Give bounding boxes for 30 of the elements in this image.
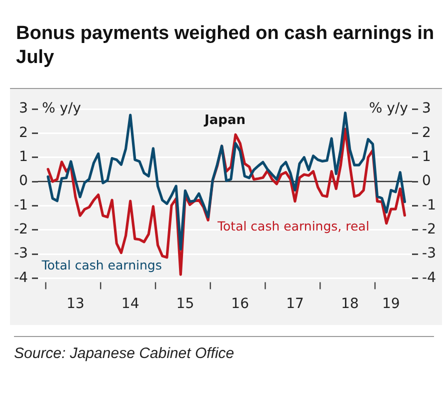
y-tick-label: -4 <box>14 270 28 286</box>
x-tick-label: 18 <box>340 296 359 312</box>
chart-title: Bonus payments weighed on cash earnings in July <box>16 22 436 70</box>
y2-tick-label: -4 <box>422 270 436 286</box>
y2-tick-label: 3 <box>422 100 431 117</box>
y-axis-title: % y/y <box>42 100 82 117</box>
y2-tick-label: 2 <box>422 124 431 141</box>
x-tick-label: 15 <box>176 296 194 312</box>
x-tick-label: 14 <box>121 296 140 312</box>
x-tick-label: 13 <box>66 296 84 312</box>
y2-tick-label: -3 <box>422 246 436 262</box>
annotation: Japan <box>204 113 246 128</box>
y2-axis-title: % y/y <box>368 100 408 117</box>
y-tick-label: 1 <box>19 148 28 165</box>
y2-tick-label: -2 <box>422 222 436 238</box>
y2-tick-label: 0 <box>422 173 431 190</box>
y-tick-label: -3 <box>14 246 28 262</box>
y-tick-label: 0 <box>19 173 28 190</box>
y2-tick-label: 1 <box>422 148 431 165</box>
x-tick-label: 19 <box>382 296 400 312</box>
series-label: Total cash earnings, real <box>216 218 370 234</box>
series-label: Total cash earnings <box>40 258 162 273</box>
y-tick-label: -1 <box>14 197 28 214</box>
x-tick-label: 17 <box>286 296 304 312</box>
y-tick-label: 3 <box>19 100 28 117</box>
source-note: Source: Japanese Cabinet Office <box>14 336 434 367</box>
x-tick-label: 16 <box>231 296 250 312</box>
y-tick-label: -2 <box>14 222 28 238</box>
y-tick-label: 2 <box>19 124 28 141</box>
y2-tick-label: -1 <box>422 197 436 214</box>
